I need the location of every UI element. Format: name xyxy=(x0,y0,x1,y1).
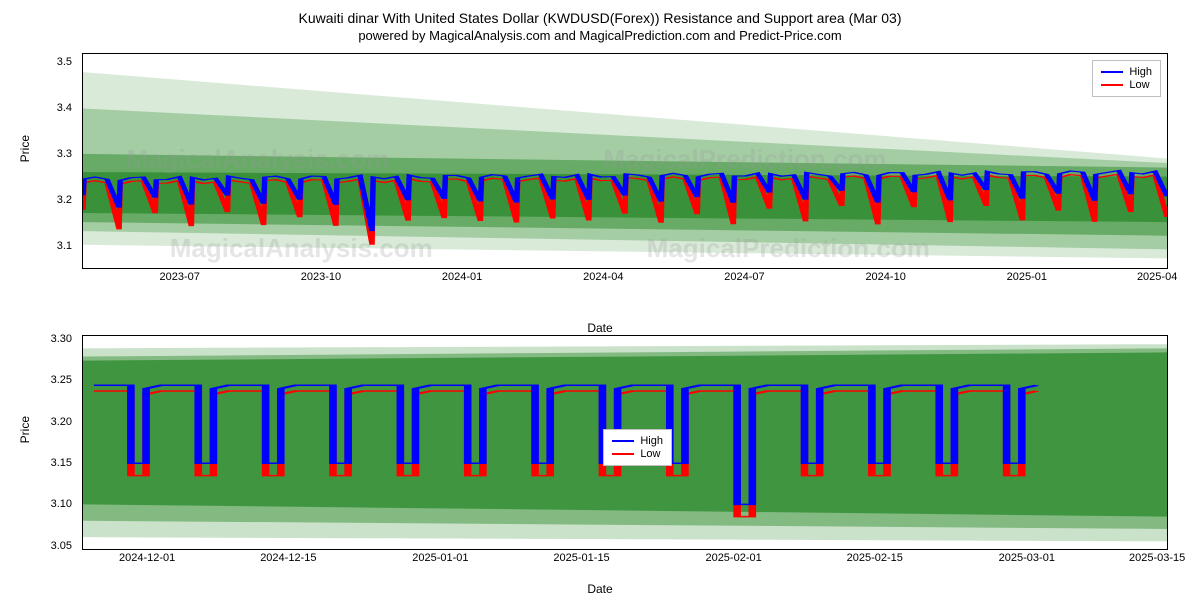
legend: High Low xyxy=(603,429,672,466)
legend-line-icon xyxy=(1101,84,1123,86)
legend-label: High xyxy=(1129,66,1152,78)
chart-title: Kuwaiti dinar With United States Dollar … xyxy=(12,10,1188,26)
legend-item-low: Low xyxy=(1101,79,1152,91)
x-axis-label: Date xyxy=(12,582,1188,596)
legend-item-low: Low xyxy=(612,448,663,460)
plot-area: High Low xyxy=(82,335,1168,551)
legend-line-icon xyxy=(1101,71,1123,73)
y-axis-ticks: 3.053.103.153.203.253.30 xyxy=(12,335,78,551)
legend-label: Low xyxy=(1129,79,1149,91)
legend: High Low xyxy=(1092,60,1161,97)
x-axis-ticks: 2023-072023-102024-012024-042024-072024-… xyxy=(82,271,1168,285)
title-block: Kuwaiti dinar With United States Dollar … xyxy=(12,8,1188,49)
x-axis-ticks: 2024-12-012024-12-152025-01-012025-01-15… xyxy=(82,552,1168,566)
legend-label: Low xyxy=(640,448,660,460)
bottom-chart: Price 3.053.103.153.203.253.30 High Low … xyxy=(12,335,1188,581)
legend-label: High xyxy=(640,435,663,447)
legend-item-high: High xyxy=(1101,66,1152,78)
legend-line-icon xyxy=(612,440,634,442)
legend-item-high: High xyxy=(612,435,663,447)
x-axis-label: Date xyxy=(12,321,1188,335)
legend-line-icon xyxy=(612,453,634,455)
plot-area: MagicalAnalysis.com MagicalPrediction.co… xyxy=(82,53,1168,269)
y-axis-ticks: 3.13.23.33.43.5 xyxy=(12,53,78,269)
price-lines xyxy=(83,54,1167,268)
chart-subtitle: powered by MagicalAnalysis.com and Magic… xyxy=(12,28,1188,43)
figure-container: Kuwaiti dinar With United States Dollar … xyxy=(0,0,1200,600)
top-chart: Price 3.13.23.33.43.5 MagicalAnalysis.co… xyxy=(12,53,1188,299)
